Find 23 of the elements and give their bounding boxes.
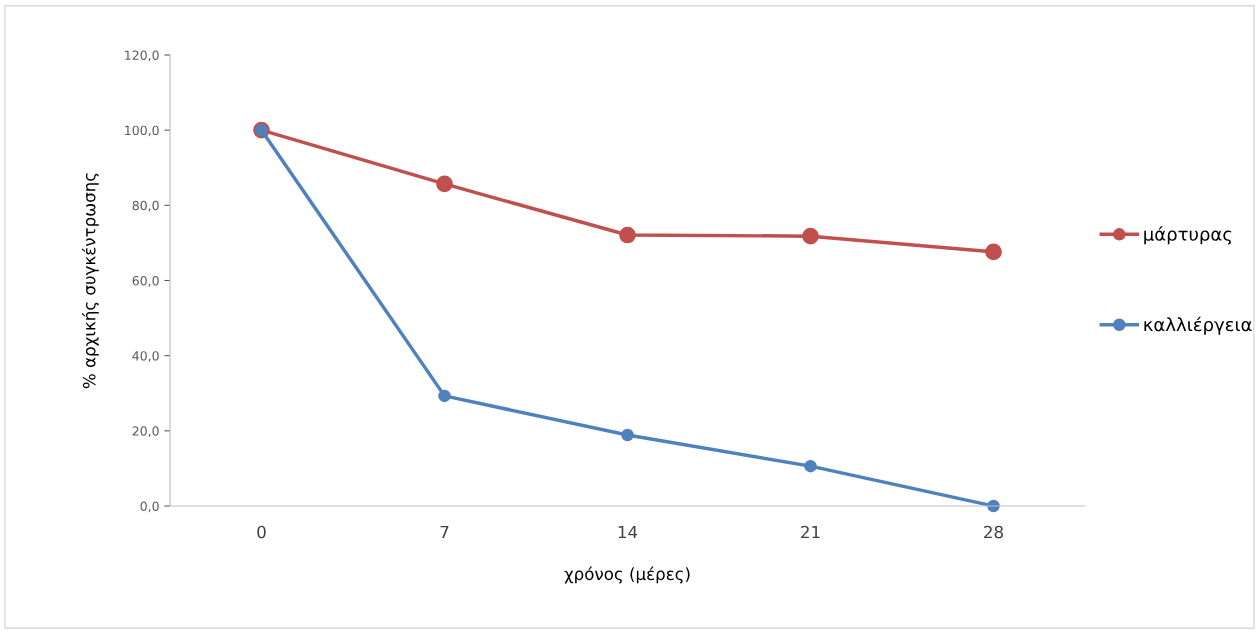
y-tick-label: 80,0 xyxy=(132,200,159,212)
point xyxy=(621,428,634,442)
x-tick-label: 7 xyxy=(440,525,449,539)
x-tick-label: 21 xyxy=(801,525,820,539)
point xyxy=(438,389,451,403)
y-tick-label: 40,0 xyxy=(132,351,159,362)
point xyxy=(802,227,819,245)
x-tick-label: 28 xyxy=(984,525,1003,539)
x-tick-label: 0 xyxy=(257,525,266,539)
point xyxy=(436,175,453,193)
x-axis-title: χρόνος (μέρες) xyxy=(564,566,690,584)
x-tick-label: 14 xyxy=(618,525,638,539)
legend-label: μάρτυρας xyxy=(1144,226,1232,245)
y-axis-title: % αρχικής συγκέντρωσης xyxy=(81,173,99,389)
point xyxy=(619,226,636,244)
point xyxy=(985,243,1002,261)
y-tick-label: 20,0 xyxy=(132,426,159,438)
point xyxy=(804,459,817,473)
legend-label: καλλιέργεια xyxy=(1144,316,1252,335)
y-tick-label: 60,0 xyxy=(132,275,159,287)
y-tick-label: 0,0 xyxy=(140,501,159,513)
y-tick-label: 120,0 xyxy=(125,50,159,62)
y-tick-label: 100,0 xyxy=(125,125,159,137)
